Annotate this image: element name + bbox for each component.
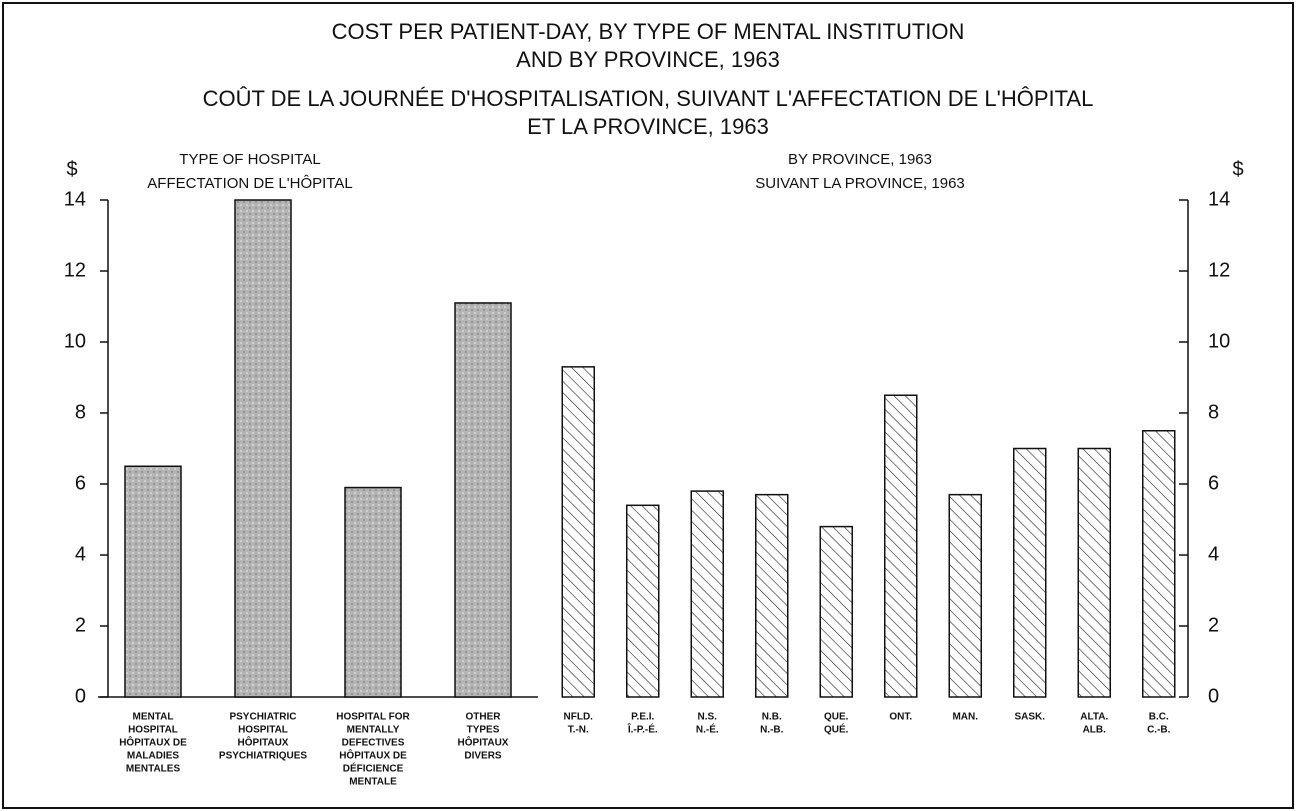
bar [626,504,660,698]
y-tick-label: 8 [75,401,86,423]
x-tick-label: OTHER [466,712,502,723]
y-tick-label: 2 [75,614,86,636]
y-axis-label: $ [1232,158,1243,180]
bar [690,490,724,698]
x-tick-label: DEFECTIVES [342,738,405,749]
x-tick-label: Î.-P.-É. [627,723,658,736]
subtitle: SUIVANT LA PROVINCE, 1963 [755,175,965,192]
x-tick-label: N.-É. [696,723,719,736]
bar [234,199,292,698]
x-tick-label: HOSPITAL FOR [336,712,410,723]
x-tick-label: HÔPITAUX DE [119,736,187,749]
x-tick-label: N.-B. [760,725,784,736]
y-tick-label: 0 [1208,685,1219,707]
bar [884,394,918,698]
y-tick-label: 8 [1208,401,1219,423]
x-tick-label: C.-B. [1147,725,1171,736]
y-axis-label: $ [66,158,77,180]
y-tick-label: 14 [64,188,86,210]
x-tick-label: HÔPITAUX [458,736,509,749]
bar [755,493,789,698]
x-tick-label: N.B. [762,712,782,723]
y-tick-label: 4 [75,543,86,565]
x-tick-label: QUÉ. [824,723,849,736]
x-tick-label: MENTAL [133,712,174,723]
y-tick-label: 0 [75,685,86,707]
title: AND BY PROVINCE, 1963 [516,47,780,72]
x-tick-label: ALTA. [1080,712,1108,723]
subtitle: AFFECTATION DE L'HÔPITAL [147,175,352,192]
x-tick-label: QUE. [824,712,849,723]
x-tick-label: ONT. [889,712,912,723]
x-tick-label: T.-N. [568,725,589,736]
y-tick-label: 2 [1208,614,1219,636]
x-tick-label: MALADIES [127,751,180,762]
x-tick-label: DIVERS [464,751,502,762]
bar [1142,430,1176,698]
x-tick-label: MENTALE [349,777,397,788]
bar [561,366,595,698]
bar [948,493,982,698]
x-tick-label: PSYCHIATRIC [229,712,296,723]
x-tick-label: SASK. [1014,712,1045,723]
x-tick-label: NFLD. [564,712,594,723]
bar [454,302,512,698]
x-tick-label: MAN. [952,712,978,723]
title: COST PER PATIENT-DAY, BY TYPE OF MENTAL … [332,19,965,44]
y-tick-label: 10 [64,330,86,352]
title: ET LA PROVINCE, 1963 [527,114,769,139]
x-tick-label: N.S. [698,712,718,723]
y-tick-label: 10 [1208,330,1230,352]
y-tick-label: 12 [64,259,86,281]
x-tick-label: DÉFICIENCE [343,762,404,775]
bar [1077,447,1111,698]
x-tick-label: HÔPITAUX [238,736,289,749]
x-tick-label: MENTALLY [347,725,400,736]
bar [819,525,853,698]
x-tick-label: ALB. [1083,725,1107,736]
x-tick-label: TYPES [467,725,500,736]
bar [124,465,182,698]
title: COÛT DE LA JOURNÉE D'HOSPITALISATION, SU… [203,86,1094,111]
y-tick-label: 14 [1208,188,1230,210]
subtitle: BY PROVINCE, 1963 [788,151,932,168]
x-tick-label: B.C. [1149,712,1169,723]
y-tick-label: 12 [1208,259,1230,281]
x-tick-label: MENTALES [126,764,181,775]
x-tick-label: HÔPITAUX DE [339,749,407,762]
y-tick-label: 6 [1208,472,1219,494]
x-tick-label: PSYCHIATRIQUES [219,751,307,762]
subtitle: TYPE OF HOSPITAL [179,151,320,168]
y-tick-label: 4 [1208,543,1219,565]
x-tick-label: HOSPITAL [238,725,288,736]
x-tick-label: HOSPITAL [128,725,178,736]
bar [344,486,402,698]
bar [1013,447,1047,698]
x-tick-label: P.E.I. [631,712,654,723]
y-tick-label: 6 [75,472,86,494]
